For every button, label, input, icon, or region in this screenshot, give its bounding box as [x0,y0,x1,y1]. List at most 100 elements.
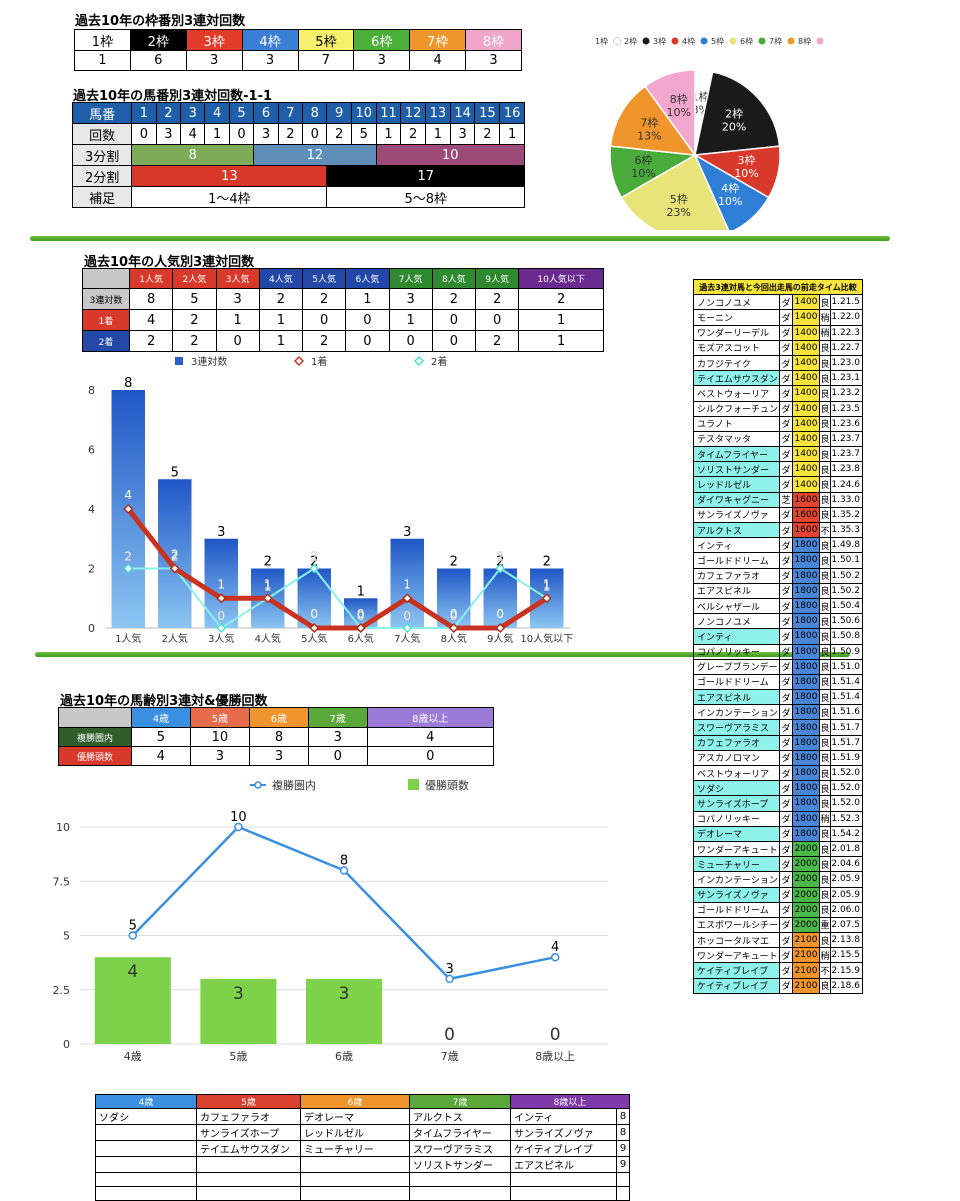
umaban-title: 過去10年の馬番別3連対回数-1-1 [73,89,273,104]
bar-win [200,978,277,1044]
age-horse-cell: タイムフライヤー [409,1124,511,1141]
time-distance: 2000 [792,916,820,934]
time-surface: ダ [779,613,793,630]
time-surface: ダ [779,734,793,751]
time-value: 1.22.7 [830,339,863,356]
time-horse: ワンダーアキュート [693,840,780,858]
time-distance: 1800 [792,567,820,584]
time-distance: 1400 [792,400,820,417]
time-horse: ゴールドドリーム [693,901,780,918]
age-horse-cell: レッドルゼル [300,1124,410,1141]
pie-legend-label: 5枠 [711,36,724,46]
age-horse-cell [300,1156,410,1173]
point-1chaku [402,593,413,604]
age-cell: 4 [131,746,191,766]
point-1chaku-label: 0 [450,607,458,621]
time-track: 良 [819,901,831,918]
age-horse-cell [510,1172,617,1187]
split3-b: 12 [253,144,377,166]
time-surface: ダ [779,476,793,493]
x-tick-label: 8歳以上 [535,1050,575,1063]
time-value: 1.50.2 [830,567,863,584]
pie-slice-label: 3枠 10% [734,153,758,180]
time-horse: ホッコータルマエ [693,932,780,949]
bar-value-label: 2 [450,555,458,570]
time-distance: 1400 [792,339,820,356]
time-track: 良 [819,446,831,463]
umaban-count: 2 [326,123,352,145]
age-cell: 8 [249,727,309,747]
time-value: 1.50.8 [830,628,863,645]
age-horse-rank: 8 [615,1124,631,1141]
age-horse-cell [95,1172,197,1187]
time-value: 1.52.3 [830,810,863,827]
umaban-number: 13 [425,102,451,124]
ninki-row-label: 2着 [82,330,130,352]
time-distance: 1400 [792,370,820,387]
time-distance: 1800 [792,552,820,569]
point-1chaku [123,503,134,515]
ninki-cell: 0 [431,309,477,331]
time-distance: 1800 [792,597,820,615]
point-fukusho-label: 8 [340,853,348,868]
time-value: 1.23.6 [830,415,863,432]
pie-legend-label: 2枠 [624,36,637,46]
time-value: 1.52.0 [830,764,863,782]
umaban-count: 1 [499,123,525,145]
time-surface: ダ [779,658,793,675]
time-surface: ダ [779,597,793,615]
point-1chaku-label: 1 [403,577,411,591]
time-track: 稍 [819,947,831,964]
point-fukusho-label: 10 [230,810,247,825]
age-horse-cell [300,1172,410,1187]
umaban-number: 5 [228,102,255,124]
time-surface: ダ [779,810,793,827]
bar-win-label: 3 [339,984,350,1004]
x-tick-label: 1人気 [115,632,141,645]
waku-header: 2枠 [129,29,187,51]
bar-value-label: 2 [264,555,272,570]
time-value: 1.23.1 [830,370,863,387]
umaban-count: 1 [425,123,451,145]
line-2chaku [128,567,548,630]
time-surface: ダ [779,916,793,934]
ninki-header: 8人気 [431,268,477,289]
time-surface: ダ [779,582,793,599]
time-surface: ダ [779,552,793,569]
ninki-cell: 1 [518,330,604,352]
point-2chaku-label: 0 [450,609,458,623]
time-track: 良 [819,780,831,797]
time-distance: 1800 [792,643,820,660]
y-tick-label: 0 [63,1038,70,1051]
time-value: 1.50.6 [830,613,863,630]
time-distance: 1800 [792,673,820,691]
ninki-cell: 5 [172,288,217,310]
ninki-title: 過去10年の人気別3連対回数 [84,255,255,270]
point-fukusho [339,866,349,875]
time-value: 1.51.6 [830,704,863,721]
time-distance: 2100 [792,962,820,979]
note-b: 5〜8枠 [326,186,525,208]
x-tick-label: 5人気 [301,632,327,645]
time-horse: インカンテーション [693,704,780,721]
ninki-cell: 3 [388,288,433,310]
time-value: 1.35.3 [830,521,863,539]
pie-slice [620,153,730,230]
x-tick-label: 7人気 [394,632,420,645]
ninki-header: 10人気以下 [518,268,604,289]
ninki-cell: 2 [301,330,347,352]
age-horse-cell [95,1124,197,1141]
point-fukusho-label: 3 [445,962,453,977]
time-horse: スワーヴアラミス [693,719,780,736]
age-horse-cell: ソダシ [95,1108,197,1125]
note-a: 1〜4枠 [131,186,328,208]
time-value: 1.22.3 [830,324,863,341]
waku-header: 5枠 [297,29,355,51]
time-surface: ダ [779,415,793,432]
time-table-title: 過去3連対馬と今回出走馬の前走タイム比較 [693,278,863,296]
legend-swatch [175,357,183,365]
point-2chaku-label: 0 [357,609,365,623]
waku-header: 3枠 [185,29,243,51]
time-horse: ダイワキャグニー [693,491,780,508]
